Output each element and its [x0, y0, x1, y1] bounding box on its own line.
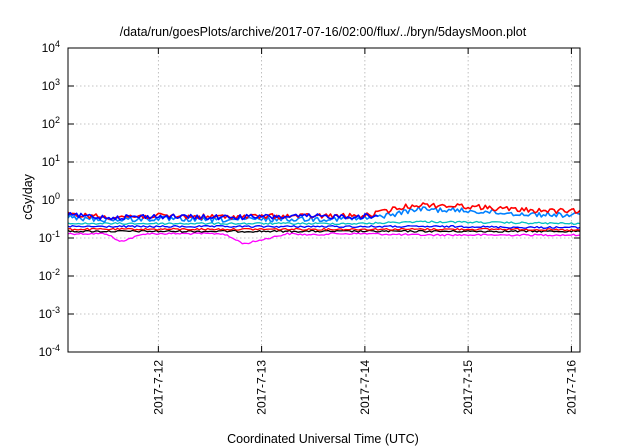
y-tick-label: 100	[42, 191, 60, 207]
data-series-line	[67, 232, 581, 245]
x-tick-label: 2017-7-12	[151, 360, 165, 415]
axis-ticks: 10-4 10-3 10-2 10-1 100 101 102 103 104 2017-7-12…	[39, 39, 580, 415]
y-tick-label: 10-2	[39, 267, 60, 283]
y-tick-label: 104	[42, 39, 60, 55]
chart-title: /data/run/goesPlots/archive/2017-07-16/0…	[120, 25, 527, 39]
data-series-line	[67, 227, 581, 232]
grid	[68, 48, 580, 352]
y-tick-label: 10-4	[39, 343, 60, 359]
y-axis-label: cGy/day	[21, 173, 35, 220]
series-group	[67, 202, 581, 245]
data-series-line	[67, 211, 378, 221]
y-tick-label: 101	[42, 153, 60, 169]
data-series-line	[67, 225, 581, 229]
x-tick-label: 2017-7-14	[358, 360, 372, 415]
y-tick-label: 103	[42, 77, 60, 93]
x-tick-label: 2017-7-15	[461, 360, 475, 415]
data-series-line	[67, 220, 581, 226]
data-series-line	[67, 229, 581, 233]
x-tick-label: 2017-7-16	[564, 360, 578, 415]
plot-frame	[67, 47, 581, 353]
y-tick-label: 10-1	[39, 229, 60, 245]
x-tick-label: 2017-7-13	[255, 360, 269, 415]
y-tick-label: 102	[42, 115, 60, 131]
y-tick-label: 10-3	[39, 305, 60, 321]
x-axis-label: Coordinated Universal Time (UTC)	[227, 432, 419, 446]
data-series-line	[67, 206, 581, 223]
